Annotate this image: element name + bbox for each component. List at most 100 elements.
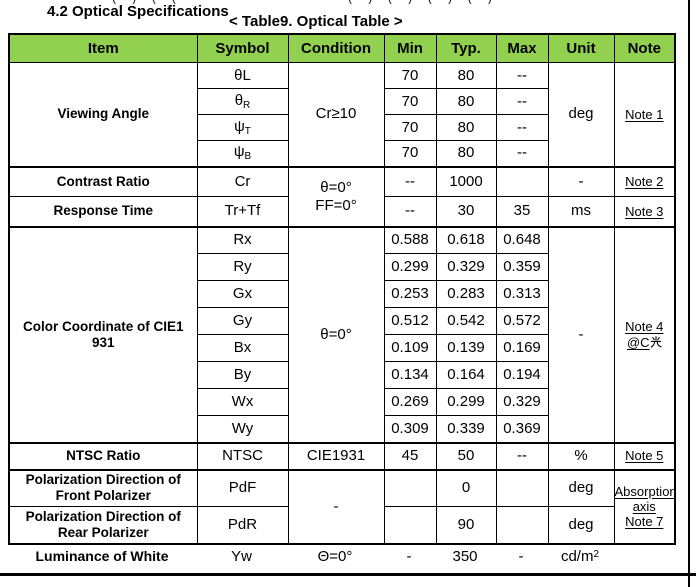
cell-symbol: ψB (196, 140, 289, 167)
cell-item: Viewing Angle (8, 62, 198, 167)
page-border-right (688, 0, 690, 587)
cell-note: Absorption axis Note 7 (613, 468, 676, 544)
cell-max: -- (495, 441, 549, 470)
cell-max: 0.369 (495, 415, 549, 443)
cell-max: 0.572 (495, 307, 549, 335)
table-row: Wy 0.309 0.339 0.369 (9, 415, 675, 443)
cell-min: -- (383, 196, 437, 227)
cell-symbol: Wy (196, 415, 289, 443)
cell-max: 0.648 (495, 225, 549, 254)
cell-item: Polarization Direction of Front Polarizer (8, 468, 198, 507)
cell-max: 0.169 (495, 334, 549, 362)
cell-symbol: θL (196, 62, 289, 89)
section-title: 4.2 Optical Specifications (47, 3, 229, 20)
column-header-note: Note (613, 33, 676, 63)
cell-symbol: θR (196, 88, 289, 115)
cell-min: 70 (383, 62, 437, 89)
cell-typ: 80 (435, 62, 497, 89)
cell-symbol: NTSC (196, 441, 289, 470)
cell-min: 0.253 (383, 280, 437, 308)
cell-symbol: Gy (196, 307, 289, 335)
footer-unit: cd/m2 (560, 547, 600, 565)
cell-max: -- (495, 88, 549, 115)
cell-min: 0.588 (383, 225, 437, 254)
cell-unit: deg (547, 506, 615, 544)
cell-min: 45 (383, 441, 437, 470)
cell-note: Note 5 (613, 441, 676, 470)
cell-symbol: Bx (196, 334, 289, 362)
cell-unit: % (547, 441, 615, 470)
cell-max: 0.329 (495, 388, 549, 416)
table-row: Polarization Direction of Front Polarizer… (8, 468, 676, 544)
cell-min: 70 (383, 114, 437, 141)
cell-min: 0.269 (383, 388, 437, 416)
column-header-symbol: Symbol (196, 33, 289, 63)
cell-unit: deg (547, 468, 615, 507)
cell-condition: θ=0° FF=0° (287, 165, 385, 227)
page-border-bottom (0, 573, 696, 576)
table-row: Contrast Ratio Cr θ=0° FF=0° -- 1000 - Note 2 (8, 165, 676, 227)
table-row: Color Coordinate of CIE1 931 Rx θ=0° 0.588 0.… (8, 225, 676, 443)
footer-typ: 350 (452, 547, 478, 565)
cell-min (383, 506, 437, 544)
cell-symbol: By (196, 361, 289, 389)
cell-item: Color Coordinate of CIE1 931 (8, 225, 198, 443)
cjk-light-glyph (650, 335, 662, 348)
cell-unit: - (547, 165, 615, 197)
clipped-text-fragment: ( ) ( ) ( ) ( ) (348, 0, 563, 4)
cell-symbol: Wx (196, 388, 289, 416)
cell-symbol: PdR (196, 506, 289, 544)
table-header-row: Item Symbol Condition Min Typ. Max Unit Note (8, 33, 676, 63)
cell-symbol: Ry (196, 253, 289, 281)
cell-unit: - (547, 225, 615, 443)
cell-max: 0.313 (495, 280, 549, 308)
cell-symbol: Rx (196, 225, 289, 254)
cell-max: 0.359 (495, 253, 549, 281)
cell-typ: 0.164 (435, 361, 497, 389)
cell-symbol: ψT (196, 114, 289, 141)
cell-max: 0.194 (495, 361, 549, 389)
optical-table: Item Symbol Condition Min Typ. Max Unit Note Vi… (8, 33, 676, 545)
cell-typ: 0.299 (435, 388, 497, 416)
table-row: θR 70 80 -- (9, 88, 675, 115)
cell-typ: 30 (435, 196, 497, 227)
cell-typ: 90 (435, 506, 497, 544)
table-row: Wx 0.269 0.299 0.329 (9, 388, 675, 416)
table-title: < Table9. Optical Table > (229, 13, 403, 30)
cell-max: -- (495, 140, 549, 167)
table-row: Polarization Direction of Rear Polarizer P… (8, 506, 675, 544)
cell-max: 35 (495, 196, 549, 227)
footer-item: Luminance of White (35, 548, 169, 564)
column-header-max: Max (495, 33, 549, 63)
cell-typ: 80 (435, 88, 497, 115)
cell-min: 0.299 (383, 253, 437, 281)
cell-max: -- (495, 114, 549, 141)
cell-item: Contrast Ratio (8, 165, 198, 197)
luminance-row: Luminance of White Yw Θ=0° - 350 - cd/m2 (8, 544, 674, 568)
column-header-item: Item (8, 33, 198, 63)
table-row: Bx 0.109 0.139 0.169 (9, 334, 675, 362)
cell-symbol: PdF (196, 468, 289, 507)
cell-note: Note 2 (613, 165, 676, 197)
cell-typ: 0.283 (435, 280, 497, 308)
cell-min: 70 (383, 140, 437, 167)
cell-typ: 0.139 (435, 334, 497, 362)
cell-note: Note 1 (613, 62, 676, 167)
cell-typ: 1000 (435, 165, 497, 197)
clipped-text-fragment: ( ) ( ( (112, 0, 242, 4)
table-row: NTSC Ratio NTSC CIE1931 45 50 --% Note 5 (8, 441, 676, 470)
cell-min: 0.512 (383, 307, 437, 335)
cell-symbol: Tr+Tf (196, 196, 289, 227)
cell-condition: θ=0° (287, 225, 385, 443)
cell-max: -- (495, 62, 549, 89)
cell-typ: 0.542 (435, 307, 497, 335)
footer-min: - (406, 547, 412, 565)
column-header-condition: Condition (287, 33, 385, 63)
cell-typ: 80 (435, 114, 497, 141)
table-row: Gx 0.253 0.283 0.313 (9, 280, 675, 308)
cell-min: 0.134 (383, 361, 437, 389)
cell-symbol: Gx (196, 280, 289, 308)
footer-symbol: Yw (231, 547, 252, 565)
cell-typ: 50 (435, 441, 497, 470)
cell-unit: deg (547, 62, 615, 167)
